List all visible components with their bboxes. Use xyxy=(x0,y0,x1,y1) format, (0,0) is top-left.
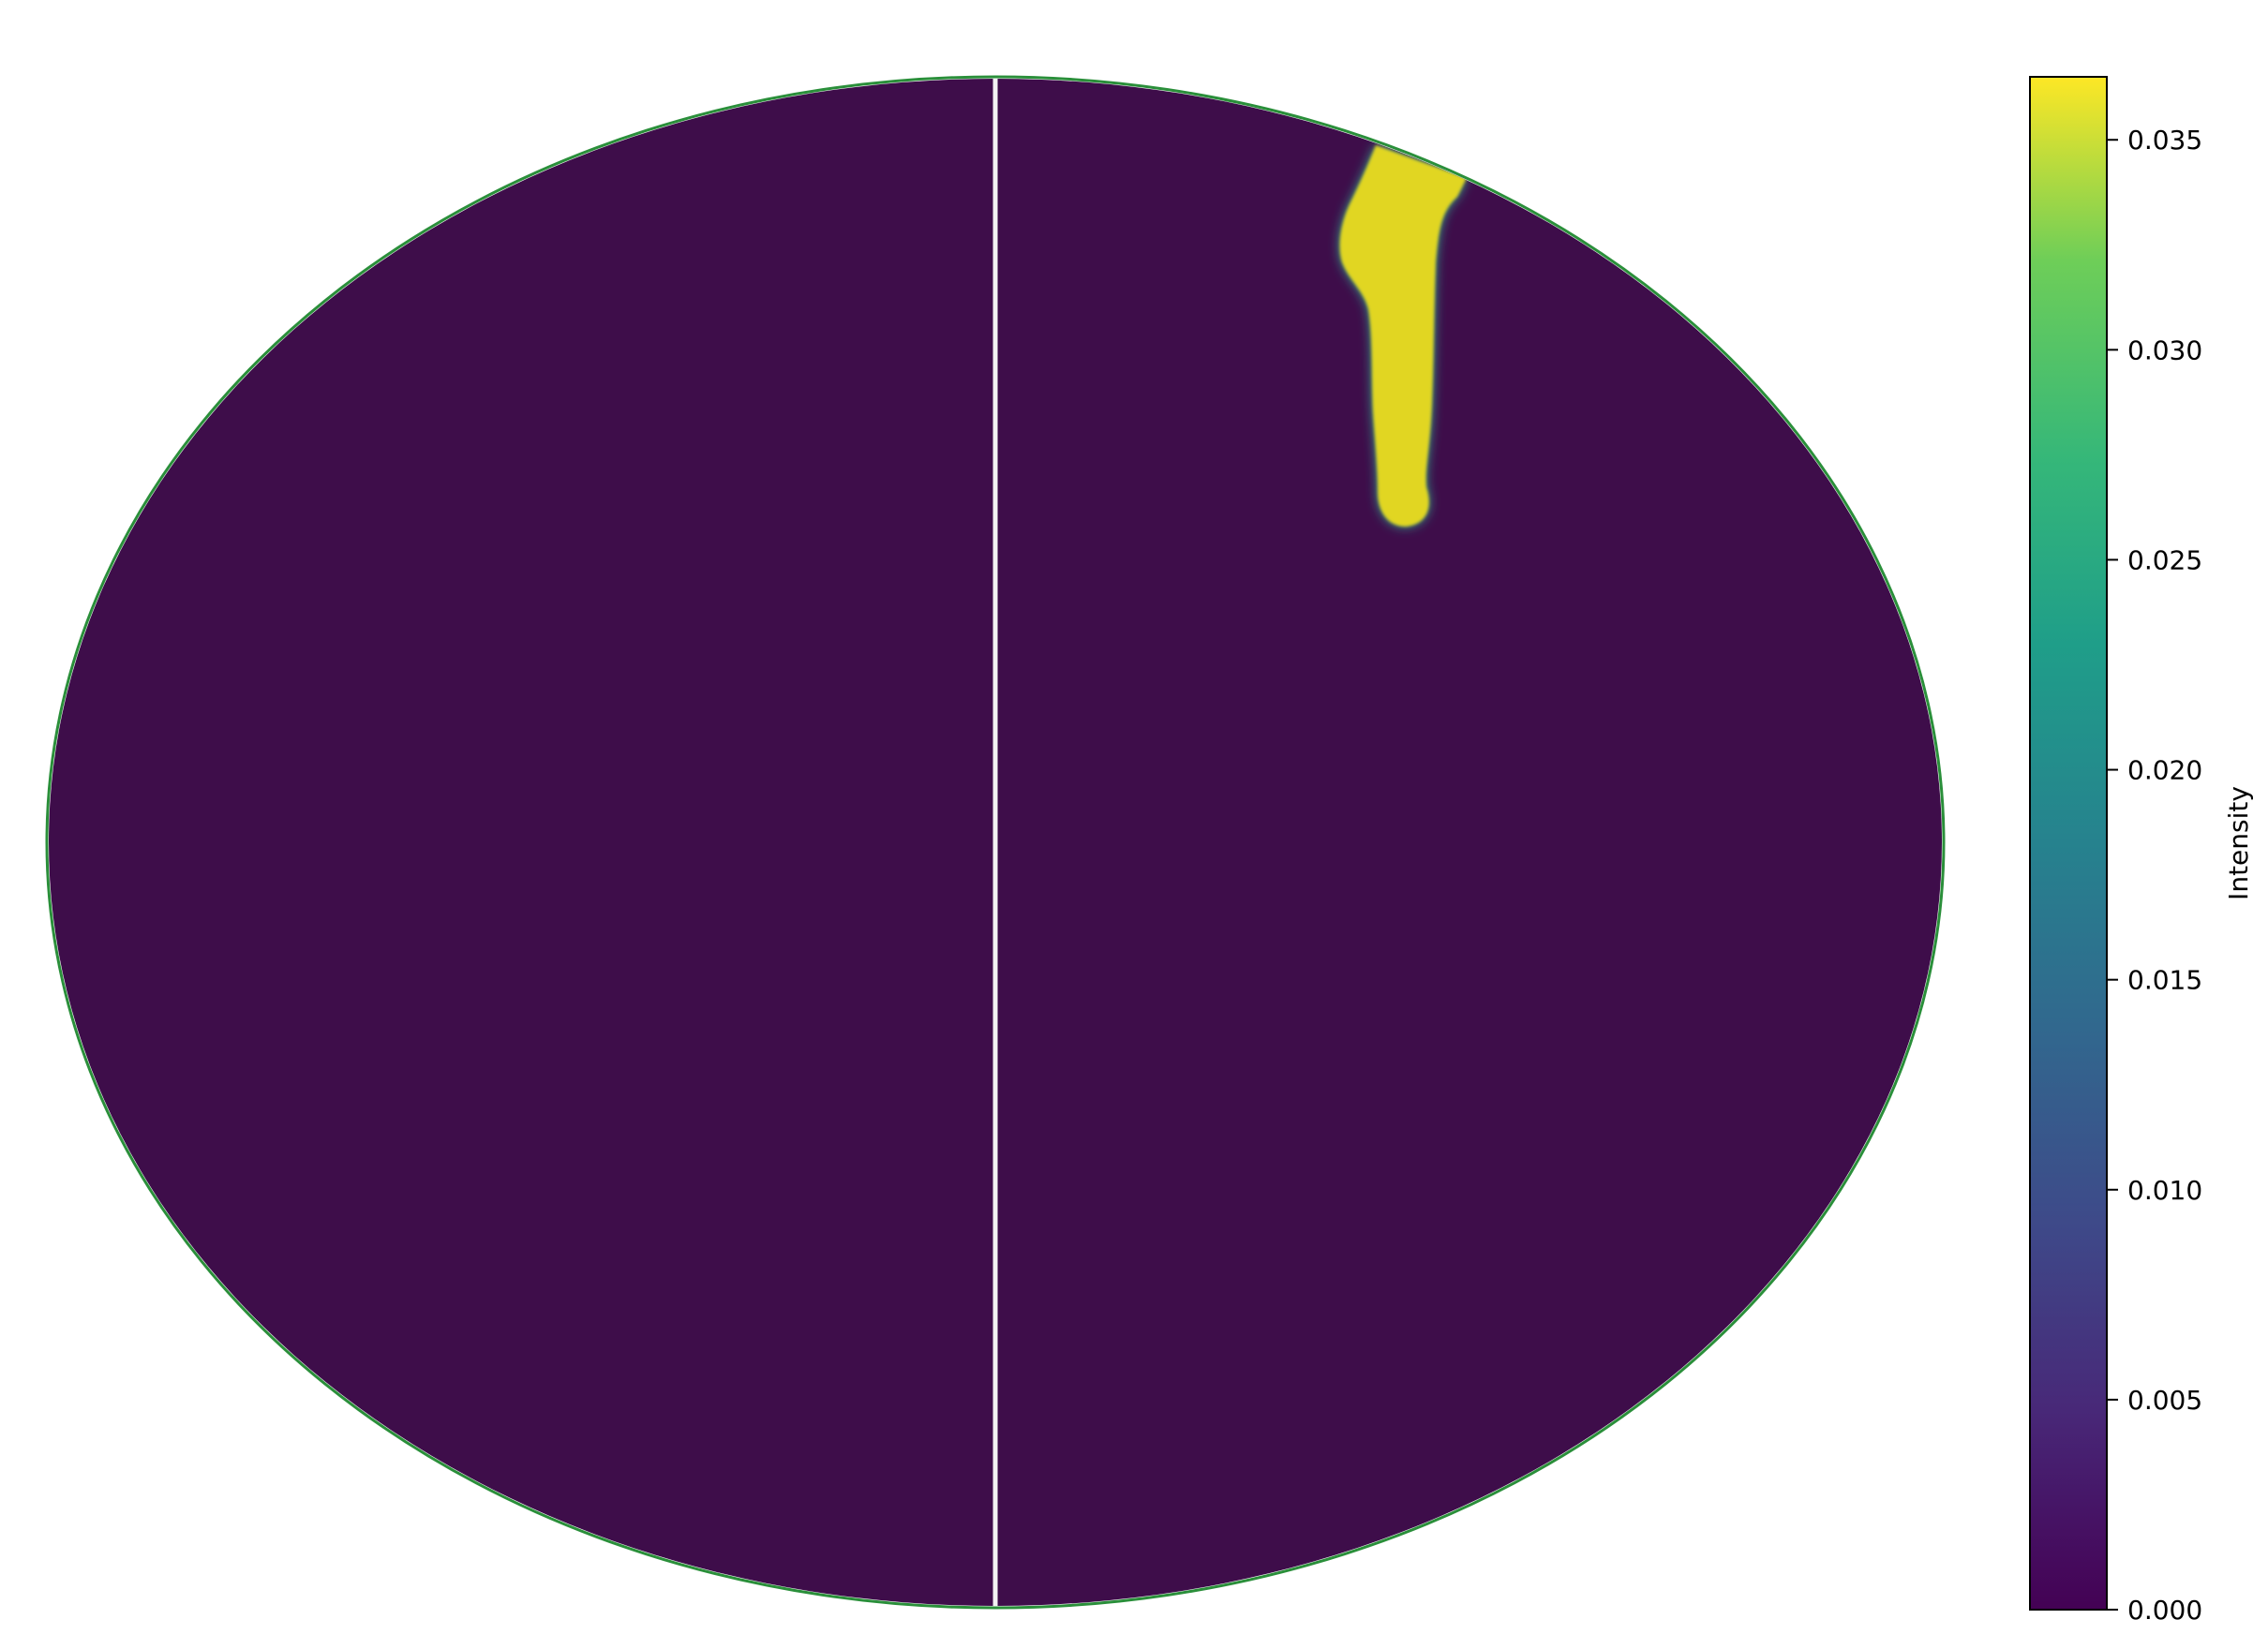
colorbar-label: Intensity xyxy=(2223,786,2254,900)
colorbar-tick-label: 0.025 xyxy=(2127,544,2202,575)
colorbar-gradient xyxy=(2029,76,2108,1611)
map-edge xyxy=(45,75,1946,1610)
colorbar-tick-label: 0.030 xyxy=(2127,334,2202,365)
colorbar-tick-label: 0.020 xyxy=(2127,755,2202,786)
colorbar-ticks: 0.000 0.005 0.010 0.015 0.020 0.025 0.030 0.035 xyxy=(2107,125,2202,1626)
colorbar-tick-label: 0.010 xyxy=(2127,1175,2202,1206)
colorbar: 0.000 0.005 0.010 0.015 0.020 0.025 0.030 0.035… xyxy=(2029,76,2254,1626)
colorbar-tick-label: 0.035 xyxy=(2127,125,2202,156)
colorbar-tick-label: 0.015 xyxy=(2127,965,2202,996)
colorbar-tick-label: 0.000 xyxy=(2127,1595,2202,1626)
projection-map xyxy=(45,75,1946,1610)
hotspot-region xyxy=(1339,145,1467,527)
colorbar-tick-label: 0.005 xyxy=(2127,1385,2202,1416)
